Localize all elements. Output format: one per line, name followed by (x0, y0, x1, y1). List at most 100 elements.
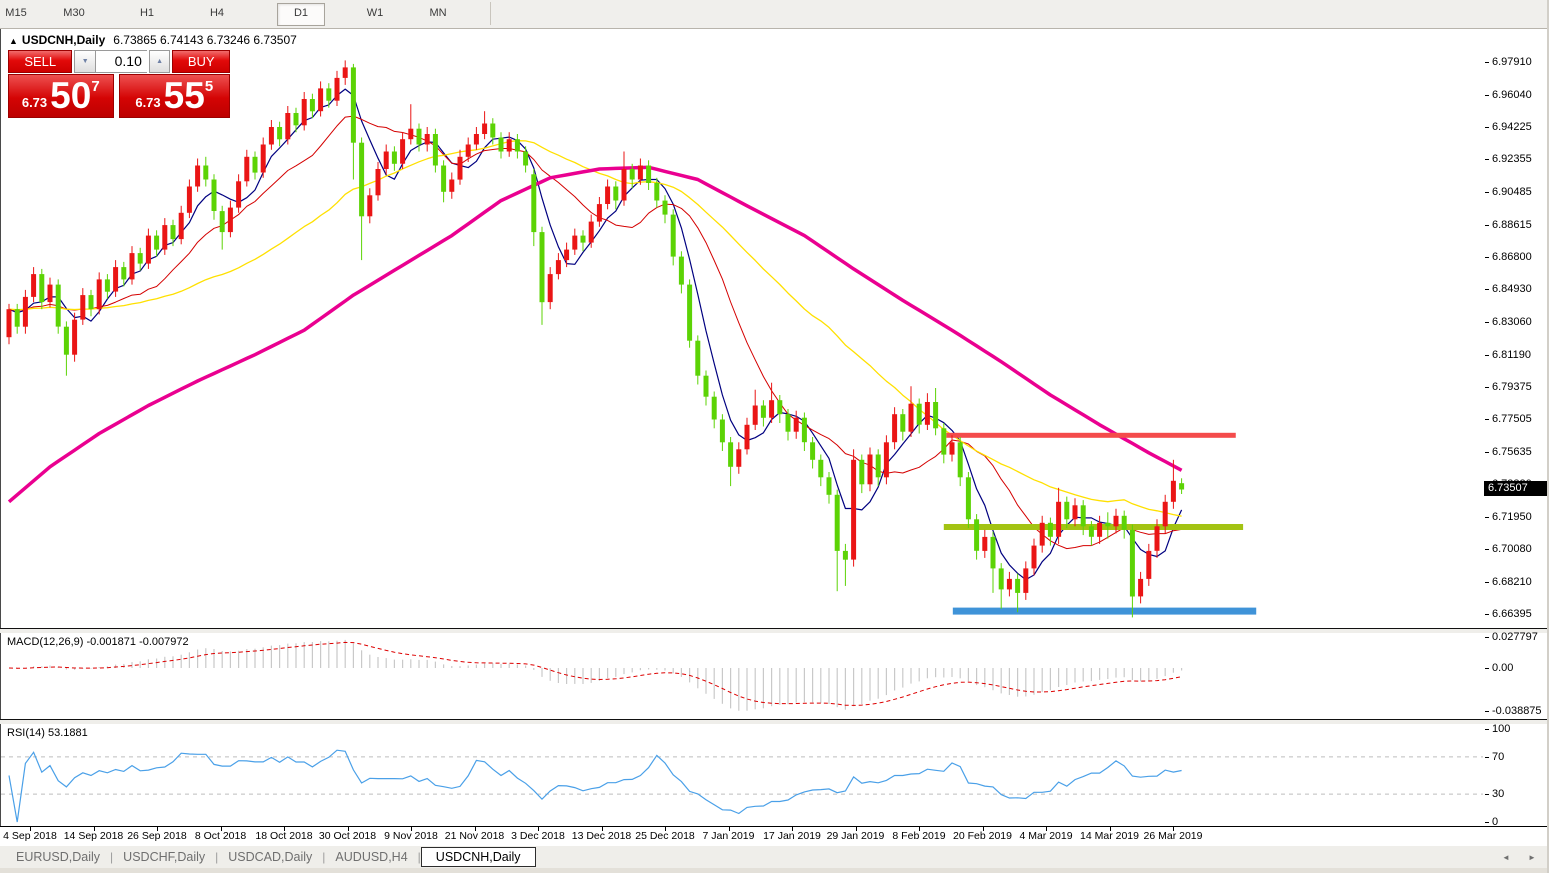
date-tick-mark (601, 827, 603, 831)
tab-usdcnh[interactable]: USDCNH,Daily (420, 847, 536, 867)
tick-mark (1485, 756, 1489, 758)
price-axis-tick: 6.97910 (1485, 55, 1532, 69)
window-right-edge (1547, 0, 1549, 873)
timeframe-mn[interactable]: MN (429, 7, 447, 19)
tab-separator: | (417, 850, 421, 864)
tabs-scroll-left-icon[interactable]: ◄ (1502, 853, 1510, 862)
rsi-line (8, 749, 1182, 823)
date-tick-mark (919, 827, 920, 831)
buy-price-prefix: 6.73 (135, 95, 161, 110)
timeframe-h1[interactable]: H1 (139, 7, 155, 19)
buy-button[interactable]: BUY (172, 50, 230, 73)
timeframe-m30[interactable]: M30 (63, 7, 85, 19)
date-axis-label: 14 Mar 2019 (1080, 830, 1139, 842)
tick-text: 6.83060 (1492, 316, 1532, 328)
price-axis-tick: 6.66395 (1485, 607, 1532, 621)
macd-canvas[interactable] (1, 633, 1483, 719)
tick-text: 6.75635 (1492, 446, 1532, 458)
symbol-label: USDCNH,Daily (21, 33, 106, 47)
macd-axis: 0.027797 0.00 -0.038875 (1483, 630, 1549, 719)
tick-mark (1485, 386, 1489, 388)
tick-text: 6.96040 (1492, 89, 1532, 101)
ma-line-mid (8, 115, 1182, 550)
tick-mark (1485, 158, 1489, 160)
price-chart-canvas[interactable] (1, 29, 1483, 628)
price-axis-tick: 6.84930 (1485, 282, 1532, 296)
date-axis[interactable]: 4 Sep 2018 14 Sep 2018 26 Sep 2018 8 Oct 20… (0, 826, 1549, 846)
sell-button[interactable]: SELL (8, 50, 73, 73)
timeframe-m15[interactable]: M15 (5, 7, 27, 19)
hline-0[interactable] (946, 432, 1236, 438)
tick-text: 6.88615 (1492, 219, 1532, 231)
one-click-trading-panel: SELL ▼ 0.10 ▲ BUY 6.73 50 7 6.73 55 5 (8, 50, 230, 118)
tick-text: 6.66395 (1492, 608, 1532, 620)
tick-text: 6.86800 (1492, 251, 1532, 263)
volume-increase-button[interactable]: ▲ (148, 50, 171, 73)
sell-price-prefix: 6.73 (21, 95, 48, 110)
buy-price-display[interactable]: 6.73 55 5 (118, 74, 230, 118)
timeframe-h4[interactable]: H4 (209, 7, 225, 19)
macd-axis-tick: -0.038875 (1485, 704, 1542, 718)
ma-line-slow (8, 140, 1182, 517)
timeframe-w1[interactable]: W1 (366, 7, 384, 19)
price-axis-tick: 6.75635 (1485, 445, 1532, 459)
tick-mark (1485, 636, 1489, 638)
rsi-axis-tick: 30 (1485, 787, 1504, 801)
tab-audusd[interactable]: AUDUSD,H4 (335, 850, 408, 864)
price-axis-tick: 6.71950 (1485, 510, 1532, 524)
date-axis-label: 18 Oct 2018 (255, 830, 313, 842)
ma-line-long (7, 165, 1183, 504)
rsi-axis-tick: 0 (1485, 815, 1498, 829)
rsi-canvas[interactable] (1, 724, 1483, 826)
volume-input[interactable]: 0.10 (95, 50, 147, 73)
date-tick-mark (665, 827, 666, 831)
date-axis-label: 26 Sep 2018 (127, 830, 187, 842)
tick-mark (1485, 61, 1489, 63)
collapse-arrow-icon[interactable]: ▲ (9, 36, 18, 46)
price-chart-pane[interactable]: ▲ USDCNH,Daily 6.73865 6.74143 6.73246 6.7… (0, 29, 1484, 628)
tab-eurusd[interactable]: EURUSD,Daily (16, 850, 101, 864)
tick-text: 6.71950 (1492, 511, 1532, 523)
tick-text: 6.77505 (1492, 413, 1532, 425)
date-axis-label: 21 Nov 2018 (444, 830, 505, 842)
price-axis-tick: 6.79375 (1485, 380, 1532, 394)
macd-indicator-pane[interactable]: MACD(12,26,9) -0.001871 -0.007972 (0, 633, 1484, 719)
tab-usdcad[interactable]: USDCAD,Daily (228, 850, 313, 864)
rsi-indicator-pane[interactable]: RSI(14) 53.1881 (0, 724, 1484, 826)
price-axis-tick: 6.92355 (1485, 152, 1532, 166)
tab-separator: | (322, 850, 326, 864)
date-axis-label: 3 Dec 2018 (511, 830, 565, 842)
price-axis-tick: 6.70080 (1485, 542, 1532, 556)
tabs-scroll-right-icon[interactable]: ► (1528, 853, 1536, 862)
tick-text: 6.81190 (1492, 349, 1531, 361)
toolbar-separator (490, 2, 491, 25)
tick-mark (1485, 710, 1489, 712)
date-tick-mark (538, 827, 539, 831)
date-tick-mark (220, 827, 222, 831)
date-axis-label: 9 Nov 2018 (384, 830, 438, 842)
tick-mark (1485, 451, 1489, 453)
timeframe-d1[interactable]: D1 (277, 3, 325, 26)
date-axis-label: 8 Oct 2018 (194, 830, 247, 842)
volume-decrease-button[interactable]: ▼ (74, 50, 96, 73)
date-axis-label: 30 Oct 2018 (318, 830, 377, 842)
tick-mark (1485, 821, 1489, 823)
tick-text: 6.97910 (1492, 56, 1532, 68)
macd-axis-tick: 0.027797 (1485, 630, 1538, 644)
buy-price-sup: 5 (204, 78, 214, 95)
tab-separator: | (110, 850, 114, 864)
candles-layer (6, 60, 1185, 618)
tick-text: 30 (1492, 788, 1505, 800)
price-axis-tick: 6.68210 (1485, 575, 1532, 589)
tick-mark (1485, 418, 1489, 420)
tick-mark (1485, 224, 1489, 226)
hline-2[interactable] (952, 607, 1257, 615)
tab-usdchf[interactable]: USDCHF,Daily (123, 850, 206, 864)
price-axis[interactable]: 6.97910 6.96040 6.94225 6.92355 6.90485 6.886… (1483, 29, 1549, 628)
date-tick-mark (93, 827, 95, 831)
status-strip (0, 868, 1549, 873)
date-tick-mark (792, 827, 793, 831)
price-axis-tick: 6.81190 (1485, 348, 1531, 362)
rsi-axis-tick: 70 (1485, 750, 1504, 764)
sell-price-display[interactable]: 6.73 50 7 (8, 74, 114, 118)
